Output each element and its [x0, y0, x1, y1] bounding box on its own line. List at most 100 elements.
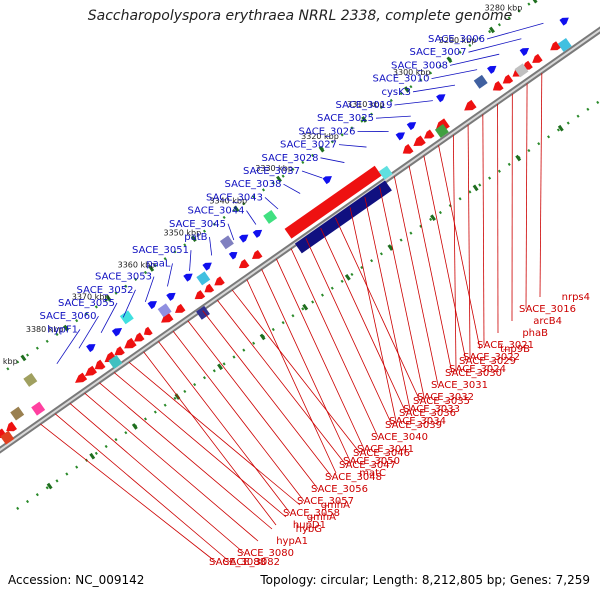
forward-gene-label: cysK3: [381, 87, 411, 98]
forward-leader-line: [412, 84, 456, 93]
forward-leader-line: [78, 315, 99, 349]
reverse-leader-line: [84, 392, 259, 542]
reverse-gene-arrow: [424, 129, 435, 139]
feature-box: [219, 235, 234, 250]
forward-leader-line: [122, 289, 136, 318]
reverse-gene-arrow-shape: [161, 312, 174, 323]
reverse-leader-line: [438, 145, 481, 350]
forward-gene-label: patB: [184, 232, 207, 243]
feature-box-rect: [196, 271, 211, 286]
feature-box: [557, 37, 572, 52]
reverse-leader-line: [172, 330, 305, 502]
reverse-gene-label: SACE_3080: [237, 548, 294, 559]
forward-gene-arrow-shape: [183, 273, 193, 282]
reverse-gene-arrow: [251, 249, 263, 259]
forward-gene-arrow: [183, 273, 193, 282]
reverse-gene-label: hypA1: [276, 536, 308, 547]
reverse-leader-line: [128, 361, 301, 506]
forward-gene-arrow-shape: [406, 122, 417, 131]
forward-gene-arrow: [519, 47, 530, 56]
reverse-gene-arrow-shape: [94, 359, 106, 370]
forward-gene-arrow: [395, 132, 406, 141]
forward-gene-label: paaL: [146, 258, 171, 269]
reverse-leader-line: [408, 166, 453, 374]
feature-box-rect: [157, 303, 172, 318]
reverse-gene-arrow: [174, 303, 186, 313]
forward-gene-label: SACE_3026: [299, 126, 356, 137]
scale-tick: [148, 265, 155, 272]
forward-leader-line: [167, 263, 173, 287]
scale-label: 3380 kbp: [26, 325, 64, 334]
forward-gene-label: SACE_3037: [243, 166, 300, 177]
reverse-leader-line: [539, 73, 543, 298]
forward-leader-line: [264, 197, 279, 210]
reverse-gene-arrow: [492, 80, 504, 91]
reverse-gene-arrow: [464, 99, 477, 111]
reverse-leader-line: [113, 372, 287, 518]
reverse-gene-label: phaB: [522, 328, 548, 339]
reverse-gene-label: SACE_3050: [343, 456, 400, 467]
reverse-leader-line: [187, 320, 319, 490]
reverse-leader-line: [525, 83, 528, 310]
forward-gene-label: SACE_3060: [40, 311, 97, 322]
reverse-gene-label: SACE_3033: [403, 404, 460, 415]
scale-tick: [46, 482, 53, 490]
scale-label: 3320 kbp: [301, 132, 339, 141]
forward-gene-arrow-shape: [252, 229, 263, 238]
feature-box: [196, 305, 210, 320]
reverse-gene-arrow-shape: [464, 99, 477, 111]
reverse-gene-label: hupD1: [293, 520, 326, 531]
forward-gene-label: SACE_3044: [188, 206, 245, 217]
reverse-gene-arrow-shape: [134, 332, 145, 342]
reverse-leader-line: [158, 341, 291, 514]
feature-box: [157, 303, 172, 318]
forward-leader-line: [320, 157, 345, 163]
feature-box: [31, 401, 46, 416]
reverse-gene-arrow: [6, 421, 17, 432]
forward-leader-line: [394, 100, 433, 106]
scale-tick: [259, 333, 266, 341]
forward-gene-arrow: [166, 292, 176, 301]
forward-leader-line: [449, 53, 500, 66]
reverse-gene-label: SACE_3057: [297, 496, 354, 507]
feature-box-rect: [23, 372, 38, 387]
reverse-gene-arrow-shape: [75, 372, 88, 383]
reverse-gene-label: nrps4: [562, 292, 590, 303]
scale-tick: [276, 175, 282, 183]
feature-box: [196, 271, 211, 286]
reverse-gene-label: SACE_3030: [445, 368, 502, 379]
forward-gene-label: SACE_3028: [262, 153, 319, 164]
forward-gene-arrow: [436, 94, 446, 103]
feature-box-rect: [196, 305, 210, 320]
forward-gene-arrow-shape: [559, 17, 569, 26]
forward-leader-line: [486, 22, 544, 40]
reverse-leader-line: [217, 300, 347, 466]
feature-box-rect: [219, 235, 234, 250]
reverse-gene-arrow-shape: [124, 337, 137, 349]
reverse-gene-label: SACE_3040: [371, 432, 428, 443]
reverse-gene-label: gmhA: [307, 512, 336, 523]
feature-box-rect: [378, 165, 393, 180]
forward-leader-line: [468, 38, 522, 53]
forward-leader-line: [338, 144, 367, 148]
feature-box: [378, 165, 393, 180]
reverse-leader-line: [276, 258, 365, 450]
forward-gene-label: hypF1: [47, 324, 78, 335]
scale-tick: [430, 214, 436, 222]
forward-gene-arrow: [111, 327, 123, 337]
scale-label: 3370 kbp: [72, 293, 110, 302]
reverse-gene-arrow: [143, 326, 153, 336]
forward-gene-arrow: [228, 251, 238, 260]
scale-tick: [532, 0, 538, 4]
feature-box: [263, 209, 278, 224]
reverse-leader-line: [379, 186, 425, 398]
forward-gene-arrow: [406, 122, 417, 131]
reverse-gene-label: SACE_3082: [223, 557, 280, 568]
forward-leader-line: [431, 69, 478, 79]
scale-tick: [361, 116, 368, 123]
forward-gene-label: SACE_3051: [132, 245, 189, 256]
forward-gene-label: SACE_3055: [58, 298, 115, 309]
forward-leader-line: [56, 329, 81, 365]
